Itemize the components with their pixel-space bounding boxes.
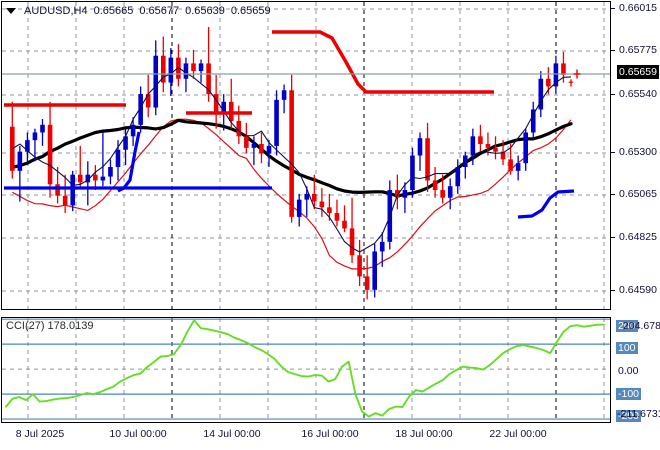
cci-level-badge: -100 (616, 388, 642, 400)
low-value: 0.65639 (185, 5, 225, 17)
price-tick (611, 152, 615, 153)
triangle-down-icon[interactable] (6, 8, 16, 14)
price-tick (611, 8, 615, 9)
symbol-label: AUDUSD,H4 (24, 5, 88, 17)
price-axis-label: 0.65775 (619, 44, 657, 56)
cci-level-label: 0.00 (618, 365, 639, 377)
price-axis-label: 0.65065 (619, 188, 657, 200)
price-chart-panel[interactable]: AUDUSD,H4 0.65665 0.65677 0.65639 0.6565… (1, 1, 611, 310)
time-axis-label: 18 Jul 00:00 (395, 428, 453, 440)
price-tick (611, 94, 615, 95)
price-tick (611, 237, 615, 238)
price-tick (611, 50, 615, 51)
time-axis-label: 16 Jul 00:00 (301, 428, 359, 440)
price-axis[interactable]: 0.66015 0.65775 0.65540 0.65300 0.65065 0.648… (611, 0, 660, 310)
price-plot-svg (2, 2, 610, 309)
time-axis[interactable]: 8 Jul 2025 10 Jul 00:00 14 Jul 00:00 16 Jul… (0, 424, 660, 450)
close-value: 0.65659 (230, 5, 271, 17)
open-value: 0.65665 (93, 5, 134, 17)
time-axis-label: 14 Jul 00:00 (203, 428, 261, 440)
price-axis-label: 0.64825 (619, 231, 657, 243)
cci-level-badge: 200 (616, 320, 638, 332)
time-axis-label: 10 Jul 00:00 (109, 428, 167, 440)
high-value: 0.65677 (139, 5, 180, 17)
price-axis-label: 0.65540 (619, 88, 657, 100)
cci-level-badge: -200 (616, 410, 642, 422)
price-tick (611, 290, 615, 291)
cci-min-value-label: -211.6731 (617, 408, 660, 420)
time-axis-label: 22 Jul 00:00 (489, 428, 547, 440)
price-tick (611, 194, 615, 195)
cci-indicator-panel[interactable]: CCI(27) 178.0139 (1, 317, 611, 423)
cci-level-badge: 100 (616, 342, 638, 354)
cci-max-value-label: 204.6783 (623, 320, 660, 332)
price-axis-label: 0.64590 (619, 284, 657, 296)
price-axis-label: 0.66015 (619, 2, 657, 14)
current-price-label: 0.65659 (617, 65, 659, 79)
time-axis-label: 8 Jul 2025 (15, 428, 65, 440)
cci-label: CCI(27) 178.0139 (6, 320, 94, 332)
price-axis-label: 0.65300 (619, 146, 657, 158)
chart-header: AUDUSD,H4 0.65665 0.65677 0.65639 0.6565… (6, 4, 271, 18)
cci-plot-svg (2, 318, 610, 422)
cci-axis[interactable]: 200 100 0.00 -100 -200 204.6783 -211.6731 (611, 317, 660, 423)
